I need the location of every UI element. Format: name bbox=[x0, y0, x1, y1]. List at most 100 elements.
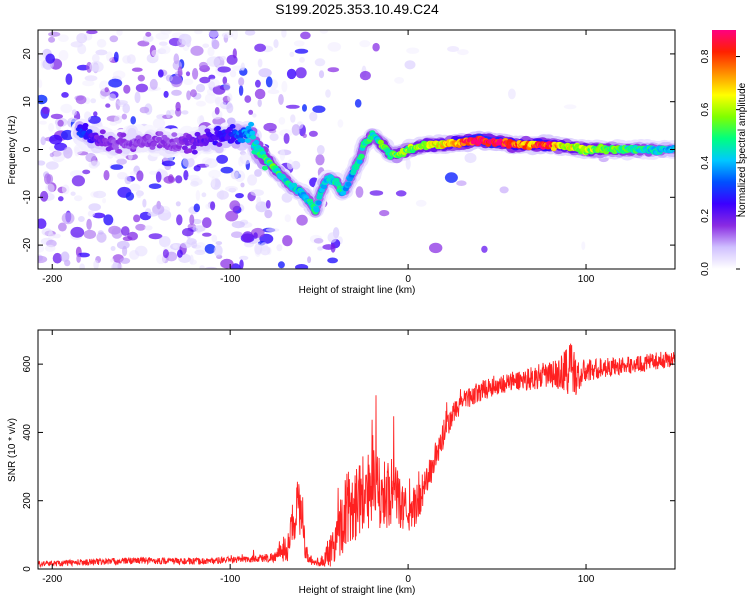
snr-x-ticks: -200 -100 0 100 bbox=[42, 330, 595, 585]
noise-blob bbox=[325, 89, 331, 98]
noise-blob bbox=[257, 99, 262, 108]
noise-blob bbox=[219, 55, 227, 61]
noise-blob bbox=[395, 190, 407, 197]
noise-blob bbox=[202, 217, 212, 229]
noise-blob bbox=[313, 238, 324, 244]
spectrogram-y-ticks: -20 -10 0 10 20 bbox=[22, 48, 675, 252]
noise-blob bbox=[45, 161, 59, 170]
noise-blob bbox=[116, 158, 127, 165]
noise-blob bbox=[205, 203, 212, 210]
noise-blob bbox=[202, 43, 210, 48]
spectrogram-y-label: Frequency (Hz) bbox=[7, 116, 18, 185]
noise-blob bbox=[204, 93, 217, 104]
noise-blob bbox=[108, 78, 123, 88]
noise-blob bbox=[78, 216, 85, 222]
noise-blob bbox=[76, 254, 81, 263]
noise-blob bbox=[214, 107, 220, 115]
noise-blob bbox=[229, 200, 241, 212]
noise-blob bbox=[254, 43, 266, 52]
ridge-blob bbox=[82, 123, 89, 128]
noise-blob bbox=[192, 218, 202, 225]
noise-blob bbox=[89, 61, 104, 73]
noise-blob bbox=[45, 183, 55, 193]
noise-blob bbox=[82, 80, 95, 87]
noise-blob bbox=[133, 214, 141, 223]
noise-blob bbox=[41, 228, 53, 236]
noise-blob bbox=[77, 252, 90, 258]
ridge-blob bbox=[214, 145, 224, 154]
noise-blob bbox=[394, 77, 405, 84]
x-tick-label: -200 bbox=[42, 574, 62, 585]
noise-blob bbox=[134, 91, 141, 104]
noise-blob bbox=[110, 164, 124, 170]
noise-blob bbox=[256, 196, 262, 207]
noise-blob bbox=[232, 48, 237, 59]
noise-blob bbox=[258, 68, 272, 78]
snr-frame bbox=[37, 329, 676, 570]
noise-blob bbox=[201, 192, 207, 198]
noise-blob bbox=[148, 183, 162, 189]
noise-blob bbox=[296, 214, 308, 226]
ridge-blob bbox=[356, 159, 363, 165]
noise-blob bbox=[119, 257, 131, 264]
colorbar-tick-label: 0.8 bbox=[700, 49, 711, 63]
noise-blob bbox=[314, 58, 326, 67]
noise-blob bbox=[60, 251, 70, 262]
noise-blob bbox=[190, 89, 197, 98]
noise-blob bbox=[90, 98, 97, 104]
ridge-blob bbox=[157, 131, 164, 137]
noise-blob bbox=[195, 100, 207, 107]
noise-blob bbox=[300, 31, 311, 40]
ridge-blob bbox=[116, 149, 123, 154]
noise-blob bbox=[252, 113, 257, 118]
noise-blob bbox=[166, 110, 171, 119]
noise-blob bbox=[192, 68, 199, 80]
noise-blob bbox=[253, 232, 258, 239]
noise-blob bbox=[221, 32, 234, 38]
noise-blob bbox=[359, 70, 371, 81]
noise-blob bbox=[281, 30, 287, 38]
colorbar-tick-label: 0.6 bbox=[700, 102, 711, 116]
noise-blob bbox=[210, 201, 216, 211]
y-tick-label: 400 bbox=[22, 424, 33, 441]
noise-blob bbox=[429, 242, 443, 254]
colorbar-tick-label: 0.2 bbox=[700, 209, 711, 223]
noise-blob bbox=[307, 256, 312, 264]
noise-blob bbox=[161, 160, 176, 167]
noise-blob bbox=[213, 244, 223, 257]
noise-blob bbox=[267, 89, 280, 95]
noise-blob bbox=[456, 180, 467, 186]
noise-blob bbox=[211, 176, 216, 188]
noise-blob bbox=[208, 30, 219, 38]
noise-blob bbox=[105, 103, 111, 108]
ridge-blob bbox=[321, 184, 327, 190]
noise-blob bbox=[77, 43, 87, 55]
noise-blob bbox=[135, 223, 146, 231]
noise-blob bbox=[359, 40, 371, 48]
noise-blob bbox=[129, 183, 141, 192]
noise-blob bbox=[284, 214, 291, 223]
noise-blob bbox=[244, 95, 252, 103]
noise-blob bbox=[151, 49, 159, 57]
ridge-blob bbox=[191, 149, 198, 155]
noise-blob bbox=[206, 56, 221, 67]
noise-blob bbox=[57, 119, 64, 127]
noise-blob bbox=[302, 104, 307, 112]
noise-blob bbox=[90, 160, 101, 167]
y-tick-label: 200 bbox=[22, 492, 33, 509]
noise-blob bbox=[581, 241, 586, 250]
noise-blob bbox=[217, 66, 231, 73]
noise-blob bbox=[457, 49, 469, 56]
noise-blob bbox=[61, 184, 70, 195]
noise-blob bbox=[193, 203, 200, 213]
noise-blob bbox=[308, 130, 318, 137]
noise-blob bbox=[208, 74, 216, 80]
noise-blob bbox=[499, 186, 509, 194]
noise-blob bbox=[277, 261, 285, 269]
noise-blob bbox=[137, 74, 145, 82]
noise-blob bbox=[204, 158, 218, 169]
noise-blob bbox=[276, 244, 283, 252]
ridge-blob bbox=[250, 134, 257, 140]
noise-blob bbox=[291, 160, 301, 170]
